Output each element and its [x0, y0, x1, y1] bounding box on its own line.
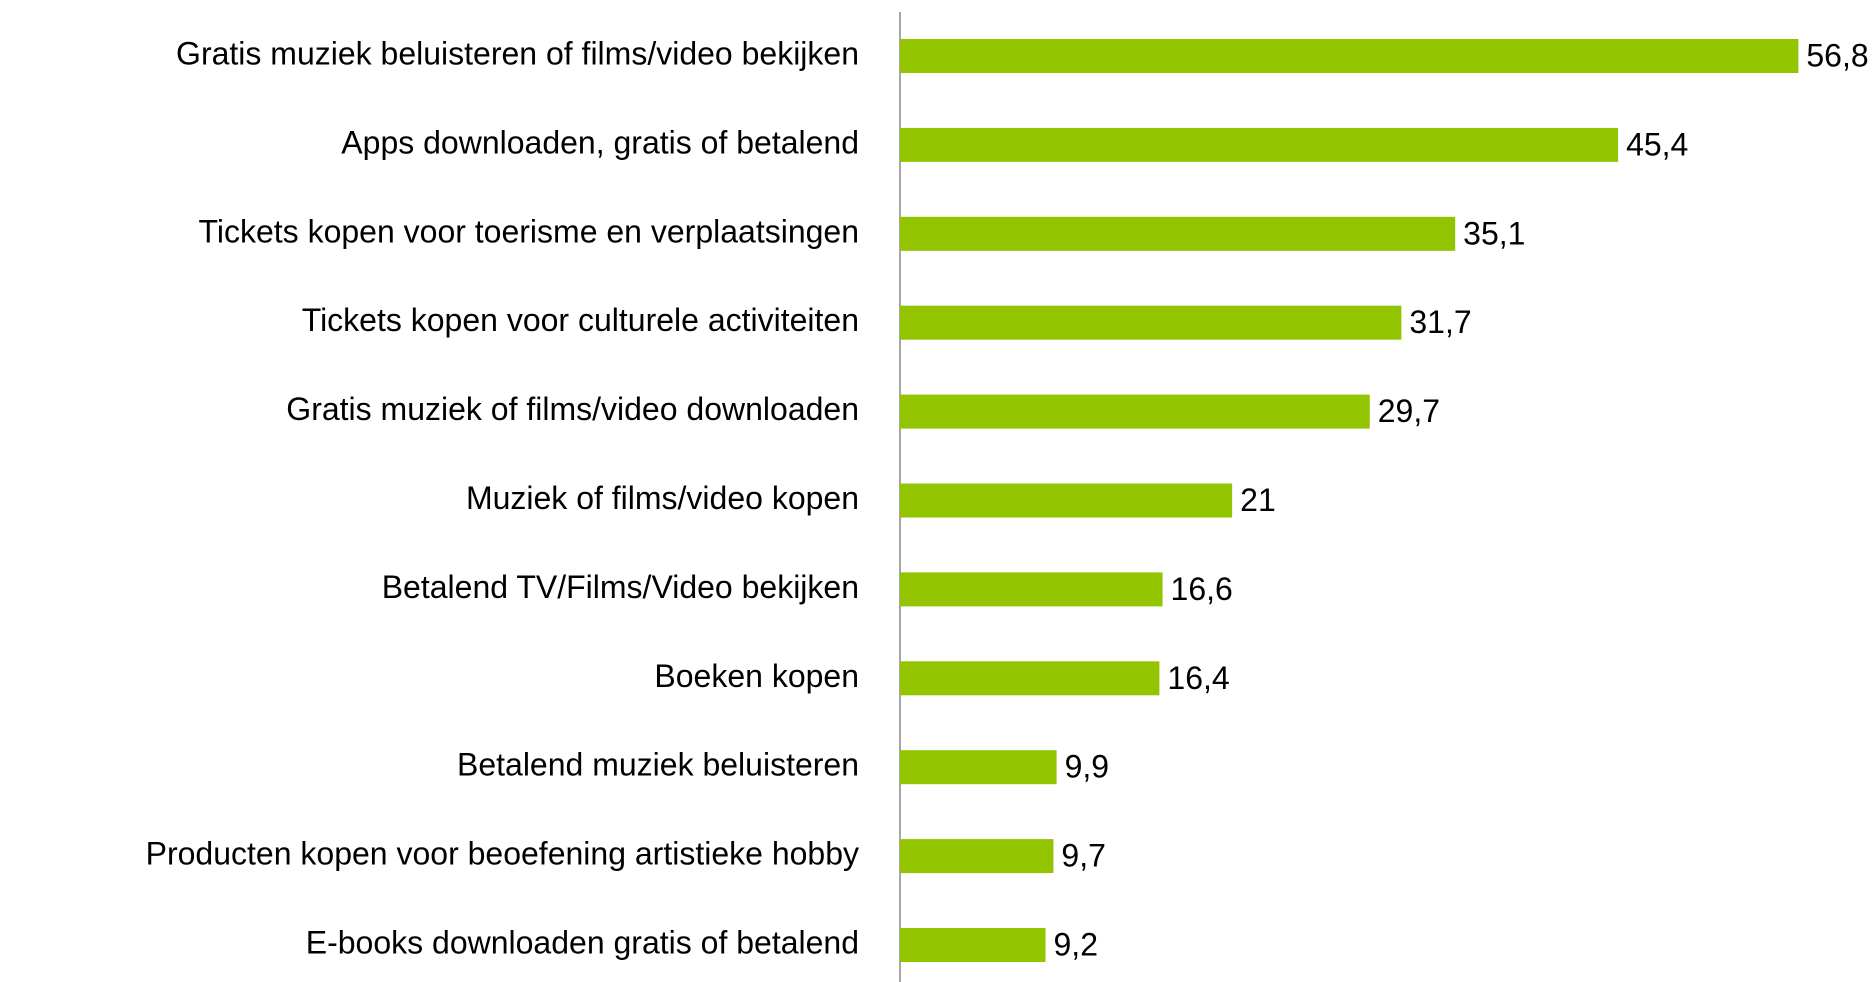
category-label: Boeken kopen: [654, 658, 859, 694]
category-label: Muziek of films/video kopen: [466, 480, 859, 516]
bar: [900, 928, 1046, 962]
category-label: Betalend TV/Films/Video bekijken: [382, 569, 859, 605]
category-label: Gratis muziek of films/video downloaden: [286, 391, 859, 427]
bar: [900, 216, 1456, 251]
value-label: 16,6: [1171, 571, 1233, 607]
value-label: 45,4: [1626, 126, 1688, 162]
category-label: Gratis muziek beluisteren of films/video…: [176, 35, 859, 71]
value-label: 9,2: [1054, 926, 1098, 962]
value-label: 56,8: [1806, 37, 1868, 73]
value-label: 9,9: [1065, 749, 1109, 785]
bar: [900, 305, 1402, 340]
category-label: Tickets kopen voor culturele activiteite…: [302, 302, 859, 338]
category-label: Tickets kopen voor toerisme en verplaats…: [199, 213, 859, 249]
bar: [900, 483, 1233, 518]
value-label: 21: [1240, 482, 1276, 518]
value-label: 31,7: [1409, 304, 1471, 340]
category-label: Apps downloaden, gratis of betalend: [341, 124, 859, 160]
bar: [900, 750, 1057, 785]
bar: [900, 394, 1370, 429]
value-label: 16,4: [1167, 660, 1229, 696]
value-label: 29,7: [1378, 393, 1440, 429]
value-label: 35,1: [1463, 215, 1525, 251]
bar: [900, 127, 1619, 162]
category-label: E-books downloaden gratis of betalend: [306, 924, 859, 960]
bar: [900, 39, 1799, 73]
category-label: Producten kopen voor beoefening artistie…: [146, 836, 859, 872]
bar: [900, 572, 1163, 607]
value-label: 9,7: [1061, 838, 1105, 874]
bar: [900, 839, 1054, 874]
bar: [900, 661, 1160, 696]
category-label: Betalend muziek beluisteren: [457, 747, 859, 783]
